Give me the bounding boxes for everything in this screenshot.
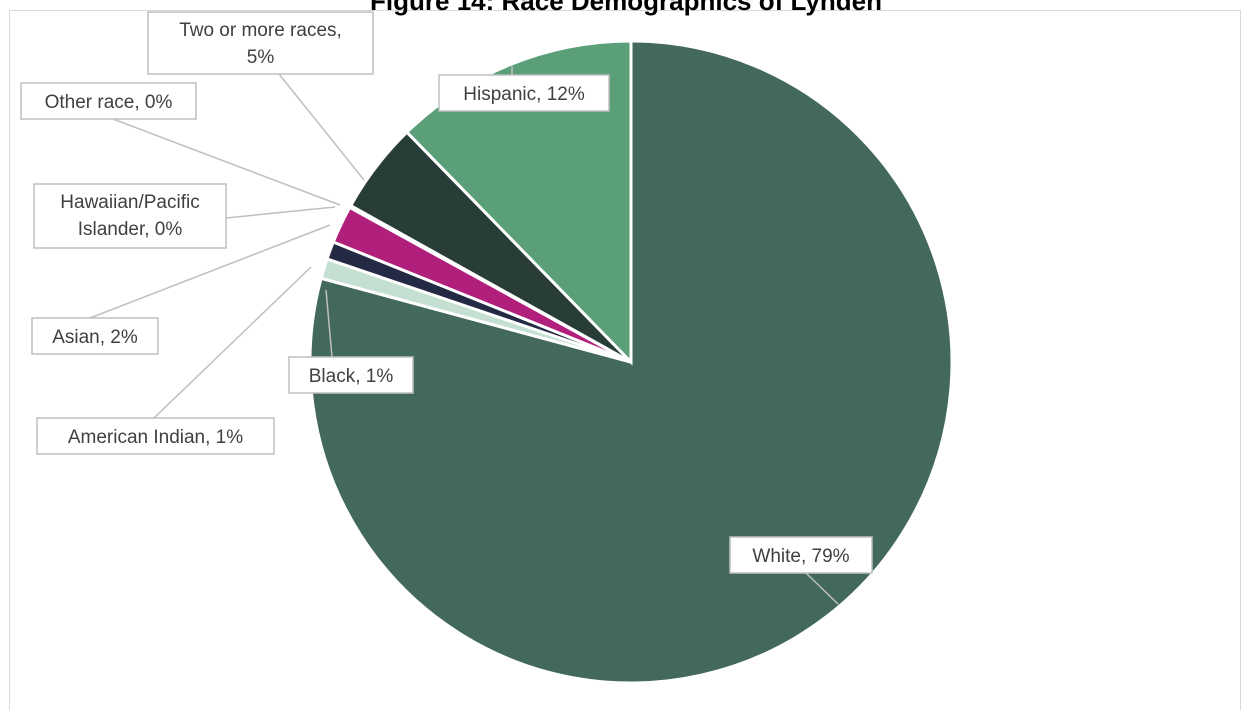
- leader-line: [89, 224, 331, 319]
- data-label-text: Two or more races, 5%: [179, 20, 342, 68]
- data-label-hawaiian-pacific-islander: Hawaiian/Pacific Islander, 0%: [33, 183, 227, 249]
- leader-line: [153, 266, 312, 419]
- data-label-text: American Indian, 1%: [68, 427, 243, 448]
- data-label-asian: Asian, 2%: [31, 317, 159, 355]
- data-label-text: Hispanic, 12%: [463, 84, 585, 105]
- leader-line: [278, 73, 365, 181]
- data-label-american-indian: American Indian, 1%: [36, 417, 275, 455]
- leader-line: [225, 206, 336, 219]
- data-label-text: Asian, 2%: [52, 327, 138, 348]
- data-label-other-race: Other race, 0%: [20, 82, 197, 120]
- leader-line: [112, 118, 341, 206]
- data-label-black: Black, 1%: [288, 356, 414, 394]
- chart-area: [9, 10, 1241, 710]
- data-label-text: White, 79%: [752, 546, 849, 567]
- data-label-text: Hawaiian/Pacific Islander, 0%: [60, 192, 199, 240]
- data-label-white: White, 79%: [729, 536, 873, 574]
- pie-slice-hispanic: [404, 39, 633, 366]
- chart-title: Figure 14: Race Demographics of Lynden: [370, 0, 882, 16]
- data-label-text: Other race, 0%: [45, 92, 173, 113]
- data-label-hispanic: Hispanic, 12%: [438, 74, 610, 112]
- leader-line: [805, 572, 839, 605]
- data-label-two-or-more-races: Two or more races, 5%: [147, 11, 374, 75]
- data-label-text: Black, 1%: [309, 366, 394, 387]
- leader-line: [325, 289, 333, 358]
